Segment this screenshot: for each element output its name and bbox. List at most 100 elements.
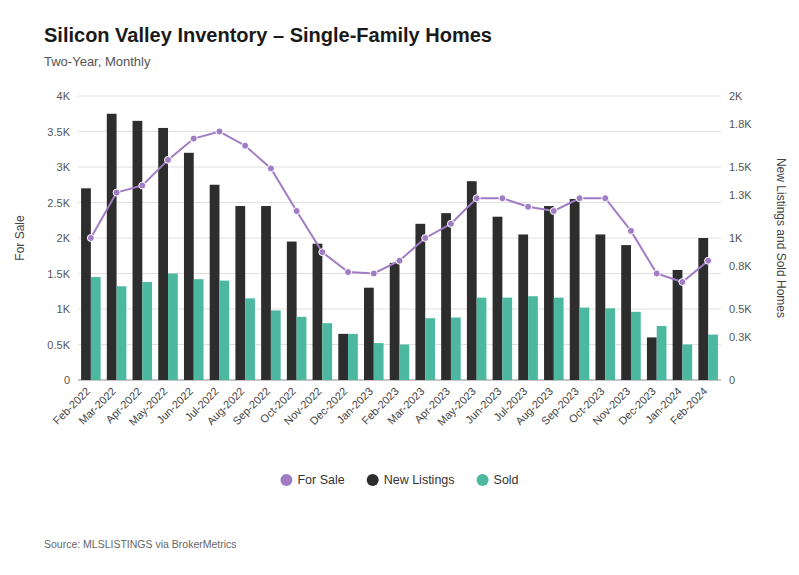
y-tick-label: 0: [64, 374, 70, 386]
bar: [107, 114, 117, 380]
title: Silicon Valley Inventory – Single-Family…: [44, 24, 492, 46]
bar: [467, 181, 477, 380]
bar: [364, 288, 374, 380]
line-point: [499, 195, 506, 202]
axes: 00.5K1K1.5K2K2.5K3K3.5K4K00.3K0.5K0.8K1K…: [13, 90, 788, 428]
y2-tick-label: 1K: [729, 232, 743, 244]
legend-label: For Sale: [297, 473, 344, 487]
y-tick-label: 1.5K: [47, 268, 70, 280]
legend-swatch: [477, 474, 489, 486]
legend-swatch: [280, 474, 292, 486]
y2-tick-label: 1.3K: [729, 189, 752, 201]
grid-line: [78, 167, 721, 168]
bar: [647, 337, 657, 380]
bar: [708, 335, 718, 380]
bar: [673, 270, 683, 380]
y2-tick-label: 1.8K: [729, 118, 752, 130]
y-tick-label: 3K: [57, 161, 71, 173]
bar: [544, 206, 554, 380]
line-point: [653, 270, 660, 277]
y-tick-label: 2.5K: [47, 197, 70, 209]
bar: [210, 185, 220, 380]
y2-tick-label: 0.5K: [729, 303, 752, 315]
bar: [184, 153, 194, 380]
legend-label: New Listings: [384, 473, 455, 487]
y-tick-label: 2K: [57, 232, 71, 244]
line-point: [422, 235, 429, 242]
bar: [441, 213, 451, 380]
chart: Silicon Valley Inventory – Single-Family…: [0, 0, 799, 575]
bar: [117, 286, 127, 380]
subtitle: Two-Year, Monthly: [44, 54, 151, 69]
bar: [261, 206, 271, 380]
bar: [81, 188, 91, 380]
y-axis-label: For Sale: [13, 215, 27, 261]
y2-tick-label: 0: [729, 374, 735, 386]
bar: [91, 277, 101, 380]
bar: [374, 343, 384, 380]
bar: [338, 334, 348, 380]
line-point: [345, 269, 352, 276]
line-point: [705, 257, 712, 264]
line-point: [447, 220, 454, 227]
bar: [219, 281, 229, 380]
line-point: [473, 195, 480, 202]
bar: [595, 234, 605, 380]
line-point: [113, 189, 120, 196]
bar: [313, 244, 323, 380]
bar: [194, 279, 204, 380]
y2-tick-label: 0.8K: [729, 260, 752, 272]
line: [91, 132, 708, 283]
line-point: [190, 135, 197, 142]
bar: [682, 345, 692, 381]
legend-label: Sold: [494, 473, 519, 487]
bar: [528, 296, 538, 380]
line-point: [319, 249, 326, 256]
bar: [322, 323, 332, 380]
line-point: [87, 235, 94, 242]
y-tick-label: 0.5K: [47, 339, 70, 351]
bar: [451, 318, 461, 380]
legend-swatch: [367, 474, 379, 486]
bar: [425, 318, 435, 380]
line-point: [370, 270, 377, 277]
line-point: [293, 208, 300, 215]
bar: [477, 298, 487, 380]
bar: [502, 298, 512, 380]
y2-tick-label: 1.5K: [729, 161, 752, 173]
line-point: [525, 203, 532, 210]
bar: [621, 245, 631, 380]
line-point: [139, 182, 146, 189]
bar: [235, 206, 245, 380]
grid-line: [78, 202, 721, 203]
grid: [78, 96, 721, 380]
line-point: [242, 142, 249, 149]
bar: [415, 224, 425, 380]
bar: [493, 217, 503, 380]
bar: [554, 298, 564, 380]
line-point: [576, 195, 583, 202]
y-tick-label: 4K: [57, 90, 71, 102]
x-tick-label: Feb-2024: [668, 385, 710, 427]
bar: [631, 312, 641, 380]
legend-item: Sold: [477, 473, 519, 487]
source: Source: MLSLISTINGS via BrokerMetrics: [44, 538, 237, 550]
bar: [518, 234, 528, 380]
bar: [142, 282, 152, 380]
y-tick-label: 3.5K: [47, 126, 70, 138]
grid-line: [78, 96, 721, 97]
line-point: [550, 208, 557, 215]
marks: [81, 114, 718, 380]
bar: [297, 317, 307, 380]
line-point: [602, 195, 609, 202]
y2-tick-label: 2K: [729, 90, 743, 102]
line-point: [396, 257, 403, 264]
y-tick-label: 1K: [57, 303, 71, 315]
bar: [580, 308, 590, 380]
bar: [287, 242, 297, 380]
bar: [390, 263, 400, 380]
y2-axis-label: New Listings and Sold Homes: [774, 158, 788, 318]
line-point: [679, 279, 686, 286]
bar: [133, 121, 143, 380]
bar: [348, 334, 358, 380]
